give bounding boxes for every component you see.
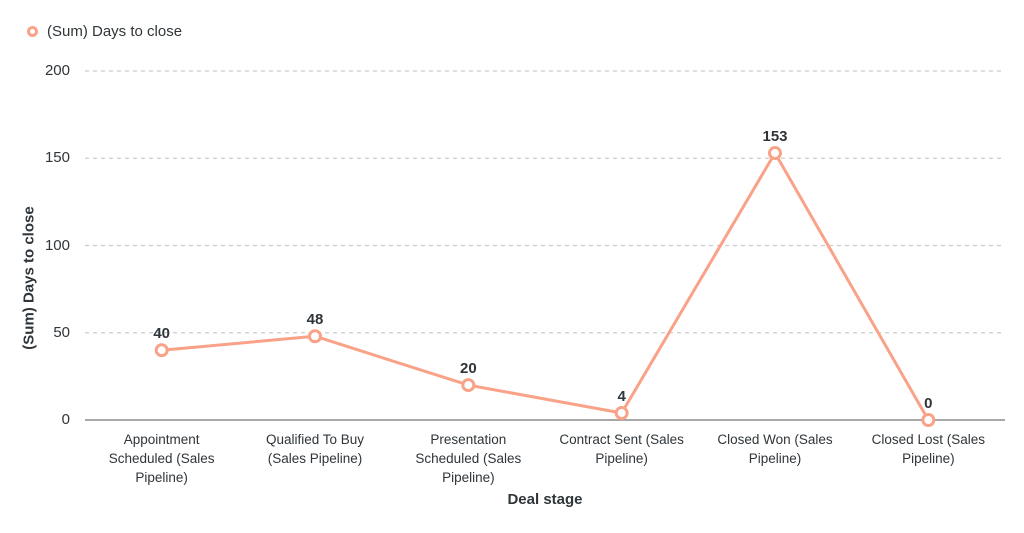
data-point-label: 153 xyxy=(762,128,787,145)
data-point-label: 40 xyxy=(153,325,170,342)
data-point-label: 0 xyxy=(924,395,932,412)
data-point-marker[interactable] xyxy=(461,378,476,393)
y-axis-tick-label: 100 xyxy=(44,236,70,254)
y-axis-tick-label: 150 xyxy=(44,149,70,167)
y-axis-tick-label: 0 xyxy=(61,411,70,428)
y-axis-title: (Sum) Days to close xyxy=(20,206,38,350)
x-axis-tick-label: Closed Lost (Sales Pipeline) xyxy=(871,432,985,466)
x-axis-tick-label: Presentation Scheduled (Sales Pipeline) xyxy=(415,432,522,485)
data-point-marker[interactable] xyxy=(768,146,782,161)
data-point-marker[interactable] xyxy=(154,343,169,358)
series-marker-icon xyxy=(27,26,38,37)
series-line xyxy=(160,151,930,422)
data-point-label: 4 xyxy=(617,388,626,405)
x-axis-title: Deal stage xyxy=(507,491,583,508)
data-point-label: 48 xyxy=(307,311,324,328)
x-axis-tick-label: Contract Sent (Sales Pipeline) xyxy=(559,432,684,466)
data-point-marker[interactable] xyxy=(921,413,936,427)
data-point-marker[interactable] xyxy=(308,329,322,344)
x-axis-tick-label: Qualified To Buy (Sales Pipeline) xyxy=(265,432,365,466)
data-point-marker[interactable] xyxy=(614,406,629,421)
legend-item-days-to-close[interactable]: (Sum) Days to close xyxy=(27,23,182,40)
legend-label: (Sum) Days to close xyxy=(47,23,183,40)
y-axis-tick-label: 50 xyxy=(53,323,70,341)
x-axis-tick-label: Closed Won (Sales Pipeline) xyxy=(717,432,833,466)
data-point-label: 20 xyxy=(460,360,477,377)
x-axis-tick-label: Appointment Scheduled (Sales Pipeline) xyxy=(108,432,215,485)
y-axis-tick-label: 200 xyxy=(44,62,70,79)
